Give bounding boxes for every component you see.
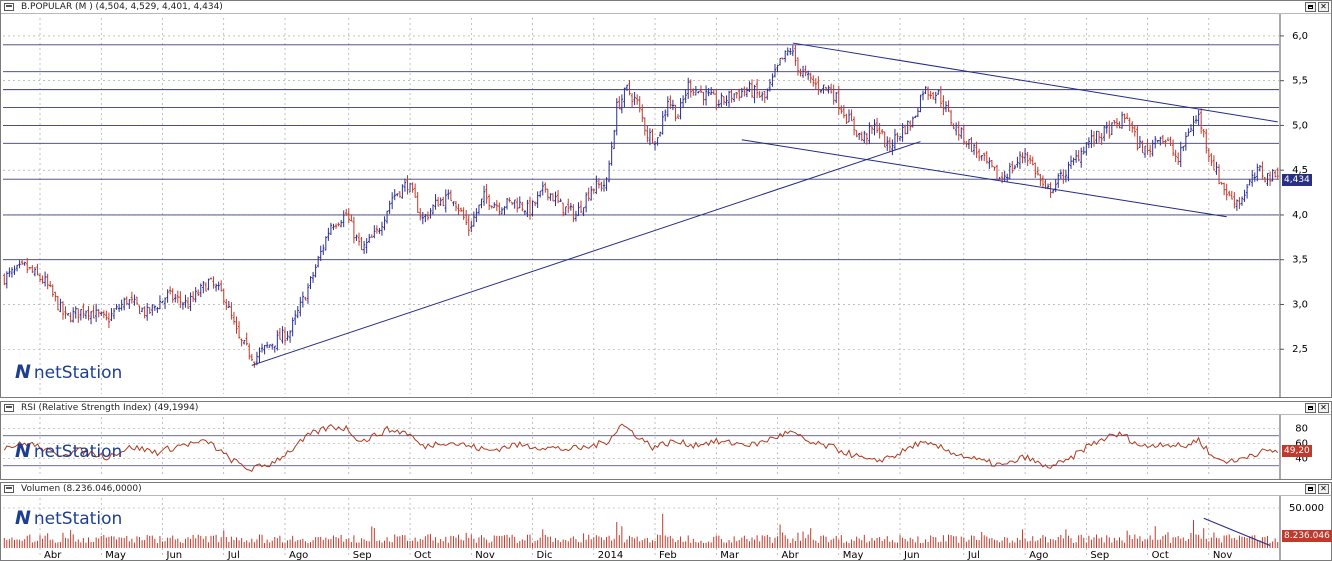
rsi-tick-label: 40 bbox=[1295, 453, 1308, 464]
price-tick-label: 4,0 bbox=[1292, 210, 1308, 221]
rsi-panel: RSI (Relative Strength Index) (49,1994) … bbox=[0, 401, 1332, 480]
month-label: Sep bbox=[1090, 550, 1109, 560]
month-label: Jun bbox=[903, 550, 920, 560]
volume-tick-label: 50.000 bbox=[1289, 503, 1324, 514]
price-titlebar: B.POPULAR (M ) (4,504, 4,529, 4,401, 4,4… bbox=[1, 1, 1331, 14]
netstation-logo-text: netStation bbox=[33, 442, 123, 462]
month-label: 2014 bbox=[598, 550, 623, 560]
month-label: Mar bbox=[720, 550, 740, 560]
price-tick-label: 6,0 bbox=[1292, 31, 1308, 42]
rsi-last-value-badge: 49,20 bbox=[1282, 445, 1312, 457]
month-label: Sep bbox=[353, 550, 372, 560]
rsi-tick-label: 80 bbox=[1295, 423, 1308, 434]
month-label: Oct bbox=[1152, 550, 1169, 560]
restore-button[interactable] bbox=[1305, 484, 1316, 494]
month-label: Feb bbox=[659, 550, 677, 560]
price-tick-label: 3,5 bbox=[1292, 255, 1308, 266]
month-label: Nov bbox=[1213, 550, 1233, 560]
rsi-line bbox=[3, 423, 1279, 472]
price-panel: B.POPULAR (M ) (4,504, 4,529, 4,401, 4,4… bbox=[0, 0, 1332, 398]
restore-button[interactable] bbox=[1305, 403, 1316, 413]
close-button[interactable]: ✕ bbox=[1318, 2, 1329, 12]
window-menu-icon[interactable] bbox=[4, 3, 14, 11]
price-trendline bbox=[251, 141, 921, 366]
price-tick-label: 2,5 bbox=[1292, 344, 1308, 355]
rsi-chart-title: RSI (Relative Strength Index) (49,1994) bbox=[21, 403, 199, 413]
restore-button[interactable] bbox=[1305, 2, 1316, 12]
volume-chart[interactable]: Abr May Jun Jul Ago Sep Oct Nov Dic 2014 Feb Mar Abr… bbox=[1, 496, 1331, 560]
month-label: Abr bbox=[44, 550, 62, 560]
price-tick-label: 5,5 bbox=[1292, 76, 1308, 87]
month-label: Abr bbox=[782, 550, 800, 560]
month-label: Jul bbox=[967, 550, 980, 560]
month-label: May bbox=[843, 550, 864, 560]
netstation-logo-mark: N bbox=[15, 361, 31, 383]
volume-trendline bbox=[1203, 517, 1271, 546]
price-trendline bbox=[792, 42, 1278, 123]
window-menu-icon[interactable] bbox=[4, 404, 14, 412]
price-tick-label: 4,5 bbox=[1292, 165, 1308, 176]
month-label: Nov bbox=[475, 550, 495, 560]
window-menu-icon[interactable] bbox=[4, 485, 14, 493]
price-chart[interactable]: 2,5 3,0 3,5 4,0 4,5 5,0 5,5 6,0 bbox=[1, 14, 1331, 398]
volume-last-value-badge: 8.236.046 bbox=[1282, 530, 1332, 542]
month-label: Oct bbox=[414, 550, 431, 560]
month-label: Dic bbox=[537, 550, 553, 560]
month-label: May bbox=[105, 550, 126, 560]
netstation-logo-mark: N bbox=[15, 440, 31, 462]
rsi-tick-label: 60 bbox=[1295, 438, 1308, 449]
price-tick-label: 5,0 bbox=[1292, 120, 1308, 131]
volume-titlebar: Volumen (8.236.046,0000) ✕ bbox=[1, 483, 1331, 496]
rsi-titlebar: RSI (Relative Strength Index) (49,1994) … bbox=[1, 402, 1331, 415]
close-button[interactable]: ✕ bbox=[1318, 403, 1329, 413]
price-tick-label: 3,0 bbox=[1292, 299, 1308, 310]
volume-panel: Volumen (8.236.046,0000) ✕ Abr May Jun Jul A… bbox=[0, 482, 1332, 561]
netstation-logo-text: netStation bbox=[33, 509, 123, 529]
rsi-chart[interactable]: 40 60 80 bbox=[1, 415, 1331, 479]
volume-chart-title: Volumen (8.236.046,0000) bbox=[21, 484, 142, 494]
netstation-logo-text: netStation bbox=[33, 363, 123, 383]
month-label: Jul bbox=[227, 550, 240, 560]
month-label: Ago bbox=[1029, 550, 1048, 560]
month-label: Ago bbox=[289, 550, 308, 560]
price-trendline bbox=[741, 139, 1227, 218]
month-label: Jun bbox=[166, 550, 183, 560]
price-last-value-badge: 4,434 bbox=[1282, 174, 1312, 186]
netstation-logo-mark: N bbox=[15, 507, 31, 529]
price-chart-title: B.POPULAR (M ) (4,504, 4,529, 4,401, 4,4… bbox=[21, 2, 223, 12]
close-button[interactable]: ✕ bbox=[1318, 484, 1329, 494]
